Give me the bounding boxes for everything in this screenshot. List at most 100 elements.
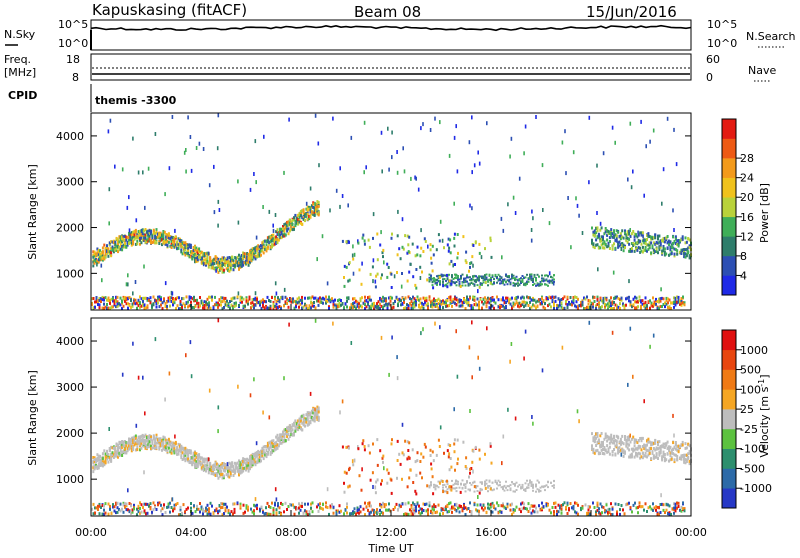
echo-cell — [124, 448, 126, 451]
echo-cell — [388, 502, 390, 505]
echo-cell — [150, 502, 152, 505]
echo-cell — [676, 249, 678, 252]
echo-cell — [183, 503, 185, 506]
echo-cell — [237, 501, 239, 504]
echo-cell — [474, 503, 476, 506]
echo-cell — [628, 296, 630, 299]
echo-cell — [493, 278, 495, 280]
echo-cell — [669, 241, 671, 244]
echo-cell — [132, 137, 134, 141]
echo-cell — [186, 295, 188, 298]
echo-cell — [99, 306, 101, 309]
echo-cell — [501, 217, 503, 221]
echo-cell — [625, 304, 627, 307]
echo-cell — [153, 501, 155, 504]
echo-cell — [177, 304, 179, 307]
echo-cell — [487, 280, 489, 283]
echo-cell — [120, 297, 122, 300]
echo-cell — [456, 256, 458, 259]
echo-cell — [105, 461, 107, 464]
echo-cell — [253, 509, 255, 512]
echo-cell — [542, 163, 544, 167]
echo-cell — [645, 296, 647, 299]
echo-cell — [310, 421, 312, 424]
echo-cell — [462, 285, 464, 287]
echo-cell — [349, 261, 351, 264]
echo-cell — [121, 508, 123, 511]
echo-cell — [505, 305, 507, 308]
echo-cell — [415, 268, 417, 271]
echo-cell — [425, 240, 427, 243]
echo-cell — [354, 253, 356, 257]
echo-cell — [357, 242, 359, 245]
echo-cell — [110, 254, 112, 257]
echo-cell — [582, 304, 584, 307]
echo-cell — [457, 275, 459, 277]
echo-cell — [348, 297, 350, 300]
echo-cell — [419, 254, 421, 257]
echo-cell — [147, 304, 149, 307]
echo-cell — [220, 469, 222, 472]
echo-cell — [664, 247, 666, 250]
echo-cell — [162, 440, 164, 443]
echo-cell — [276, 292, 278, 296]
echo-cell — [391, 131, 393, 135]
echo-cell — [208, 507, 210, 510]
echo-cell — [267, 502, 269, 505]
echo-cell — [614, 247, 616, 250]
echo-cell — [250, 188, 252, 192]
echo-cell — [178, 296, 180, 299]
echo-cell — [354, 297, 356, 300]
echo-cell — [225, 509, 227, 512]
echo-cell — [375, 280, 377, 284]
echo-cell — [348, 241, 350, 244]
echo-cell — [621, 229, 623, 232]
echo-cell — [195, 305, 197, 308]
echo-cell — [631, 185, 633, 189]
echo-cell — [588, 302, 590, 305]
echo-cell — [187, 301, 189, 304]
echo-cell — [450, 283, 452, 286]
echo-cell — [575, 196, 577, 200]
echo-cell — [553, 279, 555, 281]
echo-cell — [103, 303, 105, 306]
echo-cell — [601, 226, 603, 229]
echo-cell — [267, 451, 269, 454]
echo-cell — [439, 284, 441, 286]
echo-cell — [318, 163, 320, 167]
echo-cell — [462, 274, 464, 276]
echo-cell — [156, 241, 158, 244]
echo-cell — [474, 279, 476, 282]
echo-cell — [447, 243, 449, 246]
echo-cell — [603, 247, 605, 250]
echo-cell — [634, 239, 636, 242]
echo-cell — [451, 305, 453, 308]
echo-cell — [344, 285, 346, 288]
echo-cell — [190, 301, 192, 304]
echo-cell — [647, 232, 649, 235]
echo-cell — [552, 299, 554, 302]
echo-cell — [405, 502, 407, 505]
echo-cell — [346, 506, 348, 509]
echo-cell — [139, 507, 141, 510]
echo-cell — [401, 272, 403, 275]
echo-cell — [298, 512, 300, 515]
echo-cell — [402, 146, 404, 150]
echo-cell — [427, 245, 429, 249]
echo-cell — [457, 233, 459, 236]
echo-cell — [442, 274, 444, 277]
echo-cell — [377, 273, 379, 276]
echo-cell — [160, 504, 162, 507]
echo-cell — [637, 305, 639, 308]
echo-cell — [237, 296, 239, 299]
echo-cell — [439, 513, 441, 516]
echo-cell — [503, 229, 505, 233]
echo-cell — [178, 453, 180, 456]
echo-cell — [274, 504, 276, 507]
echo-cell — [347, 280, 349, 283]
echo-cell — [325, 296, 327, 299]
echo-cell — [432, 284, 434, 286]
echo-cell — [423, 307, 425, 310]
echo-cell — [336, 512, 338, 515]
echo-cell — [408, 250, 410, 253]
